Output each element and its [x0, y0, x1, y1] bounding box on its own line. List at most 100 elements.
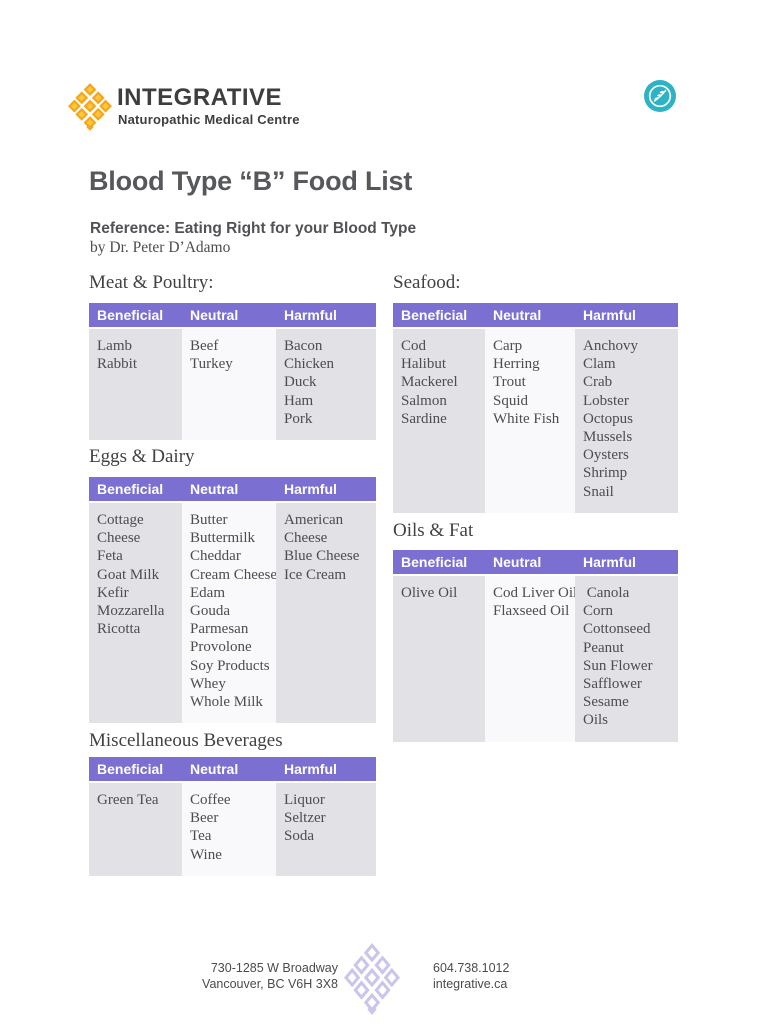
food-item: Sun Flower [583, 657, 653, 674]
food-item: Snail [583, 483, 614, 500]
column-header-harmful: Harmful [583, 307, 636, 323]
food-item: Ricotta [97, 621, 141, 638]
food-item: Pork [284, 410, 313, 427]
footer-knot-icon [344, 943, 400, 1015]
section-heading-misc-beverages: Miscellaneous Beverages [89, 730, 283, 751]
footer-address: 730-1285 W Broadway Vancouver, BC V6H 3X… [138, 960, 338, 992]
byline: by Dr. Peter D’Adamo [90, 239, 231, 256]
harmful-column: Liquor Seltzer Soda [276, 783, 376, 876]
food-item: Shrimp [583, 465, 628, 482]
food-item: Clam [583, 356, 616, 373]
brand-tagline: Naturopathic Medical Centre [118, 112, 300, 127]
column-header-harmful: Harmful [284, 481, 337, 497]
table-body: Lamb Rabbit Beef Turkey Bacon Chicken Duck Ha… [89, 329, 376, 441]
food-item: Coffee [190, 792, 231, 808]
food-item: Sardine [401, 410, 447, 427]
food-item: Wine [190, 846, 222, 863]
food-item: Canola [583, 585, 630, 601]
column-header-neutral: Neutral [190, 761, 239, 777]
food-item: Flaxseed Oil [493, 603, 570, 620]
table-body: Cod Halibut Mackerel Salmon Sardine Carp Herr… [393, 329, 678, 513]
misc-beverages-table: Beneficial Neutral Harmful Green Tea Cof… [89, 757, 376, 876]
oils-fat-table: Beneficial Neutral Harmful Olive Oil Cod… [393, 550, 678, 742]
food-item: Turkey [190, 356, 233, 373]
food-item: Soy Products [190, 657, 270, 674]
food-item: Sesame [583, 694, 629, 711]
food-item: Cream Cheese [190, 566, 278, 583]
harmful-column: Bacon Chicken Duck Ham Pork [276, 329, 376, 441]
table-body: Cottage Cheese Feta Goat Milk Kefir Mozzarell… [89, 503, 376, 724]
food-item: Buttermilk [190, 530, 255, 547]
seafood-table: Beneficial Neutral Harmful Cod Halibut Mac… [393, 303, 678, 513]
food-item: Octopus [583, 410, 633, 427]
footer-website: integrative.ca [433, 977, 508, 991]
food-item: Cottonseed [583, 621, 651, 638]
page-title: Blood Type “B” Food List [89, 166, 413, 196]
beneficial-column: Cottage Cheese Feta Goat Milk Kefir Mozzarell… [89, 503, 182, 724]
food-item: Crab [583, 374, 613, 391]
food-item: Provolone [190, 639, 252, 656]
food-item: Feta [97, 548, 123, 565]
food-item: Herring [493, 356, 540, 373]
food-item: Rabbit [97, 356, 137, 373]
column-header-neutral: Neutral [493, 554, 542, 570]
footer-address-line2: Vancouver, BC V6H 3X8 [202, 977, 338, 991]
column-header-beneficial: Beneficial [97, 761, 164, 777]
neutral-column: Butter Buttermilk Cheddar Cream Cheese Edam G… [182, 503, 278, 724]
table-header-row: Beneficial Neutral Harmful [393, 550, 678, 574]
column-header-beneficial: Beneficial [97, 307, 164, 323]
eggs-dairy-table: Beneficial Neutral Harmful Cottage Cheese… [89, 477, 376, 724]
section-heading-eggs-dairy: Eggs & Dairy [89, 446, 195, 467]
food-item: Chicken [284, 356, 334, 373]
footer-phone: 604.738.1012 [433, 961, 510, 975]
footer-address-line1: 730-1285 W Broadway [210, 961, 338, 975]
food-item: Edam [190, 584, 225, 601]
food-item: Mussels [583, 429, 633, 446]
section-heading-oils-fat: Oils & Fat [393, 520, 474, 541]
leaf-badge-icon[interactable] [644, 80, 676, 112]
column-header-beneficial: Beneficial [401, 307, 468, 323]
column-header-harmful: Harmful [583, 554, 636, 570]
harmful-column: Canola Corn Cottonseed Peanut Sun Flower Saff… [575, 576, 678, 742]
food-item: Cheddar [190, 548, 241, 565]
food-item: Whey [190, 675, 226, 692]
column-header-harmful: Harmful [284, 307, 337, 323]
food-item: Gouda [190, 603, 230, 620]
table-header-row: Beneficial Neutral Harmful [393, 303, 678, 327]
food-item: Trout [493, 374, 526, 391]
food-item: Whole Milk [190, 694, 263, 711]
table-header-row: Beneficial Neutral Harmful [89, 757, 376, 781]
food-item: Cheese [284, 530, 328, 547]
food-item: Halibut [401, 356, 446, 373]
food-item: Oysters [583, 447, 629, 464]
food-item: Salmon [401, 392, 447, 409]
food-item: Ham [284, 392, 314, 409]
food-item: Squid [493, 392, 529, 409]
neutral-column: Cod Liver Oil Flaxseed Oil [485, 576, 577, 742]
food-item: Liquor [284, 792, 325, 808]
column-header-neutral: Neutral [190, 481, 239, 497]
food-item: Cod [401, 338, 427, 354]
food-item: Blue Cheese [284, 548, 360, 565]
footer-contact: 604.738.1012 integrative.ca [433, 960, 633, 992]
food-item: American [284, 512, 344, 528]
beneficial-column: Lamb Rabbit [89, 329, 182, 441]
food-item: Lobster [583, 392, 629, 409]
food-item: White Fish [493, 410, 560, 427]
neutral-column: Coffee Beer Tea Wine [182, 783, 276, 876]
food-item: Mozzarella [97, 603, 165, 620]
food-item: Carp [493, 338, 523, 354]
food-item: Soda [284, 828, 314, 845]
food-item: Mackerel [401, 374, 458, 391]
table-body: Green Tea Coffee Beer Tea Wine Liquor Seltze… [89, 783, 376, 876]
food-item: Peanut [583, 639, 624, 656]
food-item: Cottage [97, 512, 144, 528]
food-item: Goat Milk [97, 566, 160, 583]
food-item: Beer [190, 810, 219, 827]
brand-knot-logo-icon [68, 83, 112, 131]
column-header-beneficial: Beneficial [97, 481, 164, 497]
section-heading-seafood: Seafood: [393, 272, 461, 293]
beneficial-column: Cod Halibut Mackerel Salmon Sardine [393, 329, 485, 513]
food-item: Ice Cream [284, 566, 347, 583]
